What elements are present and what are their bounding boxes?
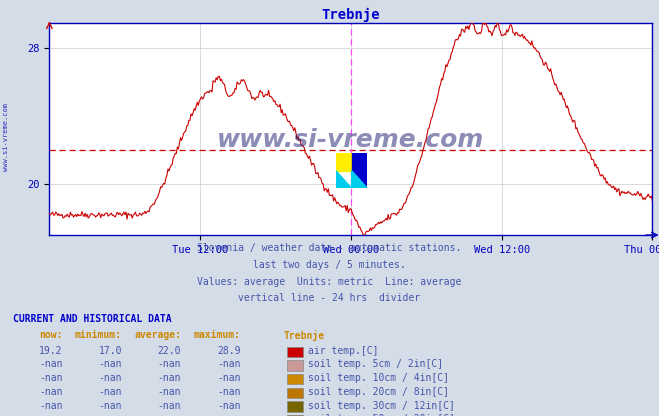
Text: -nan: -nan — [217, 414, 241, 416]
Text: -nan: -nan — [217, 359, 241, 369]
Text: last two days / 5 minutes.: last two days / 5 minutes. — [253, 260, 406, 270]
Text: -nan: -nan — [158, 373, 181, 383]
Text: now:: now: — [39, 330, 63, 340]
Text: CURRENT AND HISTORICAL DATA: CURRENT AND HISTORICAL DATA — [13, 314, 172, 324]
Text: -nan: -nan — [98, 401, 122, 411]
Text: -nan: -nan — [98, 359, 122, 369]
Text: maximum:: maximum: — [194, 330, 241, 340]
Text: soil temp. 50cm / 20in[C]: soil temp. 50cm / 20in[C] — [308, 414, 455, 416]
Text: -nan: -nan — [39, 373, 63, 383]
Title: Trebnje: Trebnje — [322, 7, 380, 22]
Text: 28.9: 28.9 — [217, 346, 241, 356]
Text: -nan: -nan — [39, 414, 63, 416]
Text: www.si-vreme.com: www.si-vreme.com — [3, 103, 9, 171]
Bar — [352, 153, 368, 188]
Text: -nan: -nan — [158, 401, 181, 411]
Text: -nan: -nan — [39, 359, 63, 369]
Text: soil temp. 30cm / 12in[C]: soil temp. 30cm / 12in[C] — [308, 401, 455, 411]
Text: -nan: -nan — [98, 373, 122, 383]
Text: www.si-vreme.com: www.si-vreme.com — [217, 128, 484, 151]
Polygon shape — [352, 171, 368, 188]
Text: Values: average  Units: metric  Line: average: Values: average Units: metric Line: aver… — [197, 277, 462, 287]
Text: -nan: -nan — [158, 387, 181, 397]
Text: soil temp. 5cm / 2in[C]: soil temp. 5cm / 2in[C] — [308, 359, 444, 369]
Text: vertical line - 24 hrs  divider: vertical line - 24 hrs divider — [239, 293, 420, 303]
Text: 22.0: 22.0 — [158, 346, 181, 356]
Text: average:: average: — [134, 330, 181, 340]
Text: -nan: -nan — [98, 387, 122, 397]
Text: -nan: -nan — [39, 387, 63, 397]
Text: -nan: -nan — [217, 373, 241, 383]
Text: soil temp. 20cm / 8in[C]: soil temp. 20cm / 8in[C] — [308, 387, 449, 397]
Text: 19.2: 19.2 — [39, 346, 63, 356]
Text: minimum:: minimum: — [75, 330, 122, 340]
Text: soil temp. 10cm / 4in[C]: soil temp. 10cm / 4in[C] — [308, 373, 449, 383]
Text: 17.0: 17.0 — [98, 346, 122, 356]
Text: Slovenia / weather data - automatic stations.: Slovenia / weather data - automatic stat… — [197, 243, 462, 253]
Polygon shape — [336, 171, 352, 188]
Bar — [336, 153, 352, 171]
Text: -nan: -nan — [158, 414, 181, 416]
Text: -nan: -nan — [39, 401, 63, 411]
Text: -nan: -nan — [217, 387, 241, 397]
Text: -nan: -nan — [217, 401, 241, 411]
Text: -nan: -nan — [158, 359, 181, 369]
Text: air temp.[C]: air temp.[C] — [308, 346, 379, 356]
Text: Trebnje: Trebnje — [283, 330, 324, 341]
Text: -nan: -nan — [98, 414, 122, 416]
